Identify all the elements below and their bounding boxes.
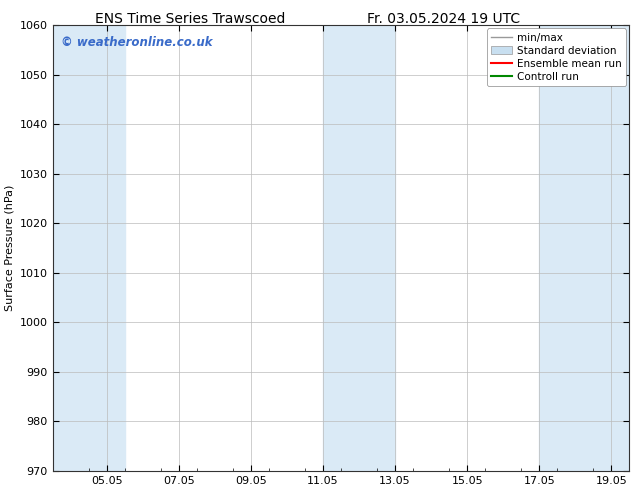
Text: Fr. 03.05.2024 19 UTC: Fr. 03.05.2024 19 UTC [367, 12, 521, 26]
Bar [323, 25, 395, 471]
Text: © weatheronline.co.uk: © weatheronline.co.uk [61, 36, 213, 49]
Text: ENS Time Series Trawscoed: ENS Time Series Trawscoed [95, 12, 285, 26]
Bar [540, 25, 630, 471]
Y-axis label: Surface Pressure (hPa): Surface Pressure (hPa) [4, 185, 14, 311]
Bar [53, 25, 125, 471]
Legend: min/max, Standard deviation, Ensemble mean run, Controll run: min/max, Standard deviation, Ensemble me… [487, 28, 626, 86]
